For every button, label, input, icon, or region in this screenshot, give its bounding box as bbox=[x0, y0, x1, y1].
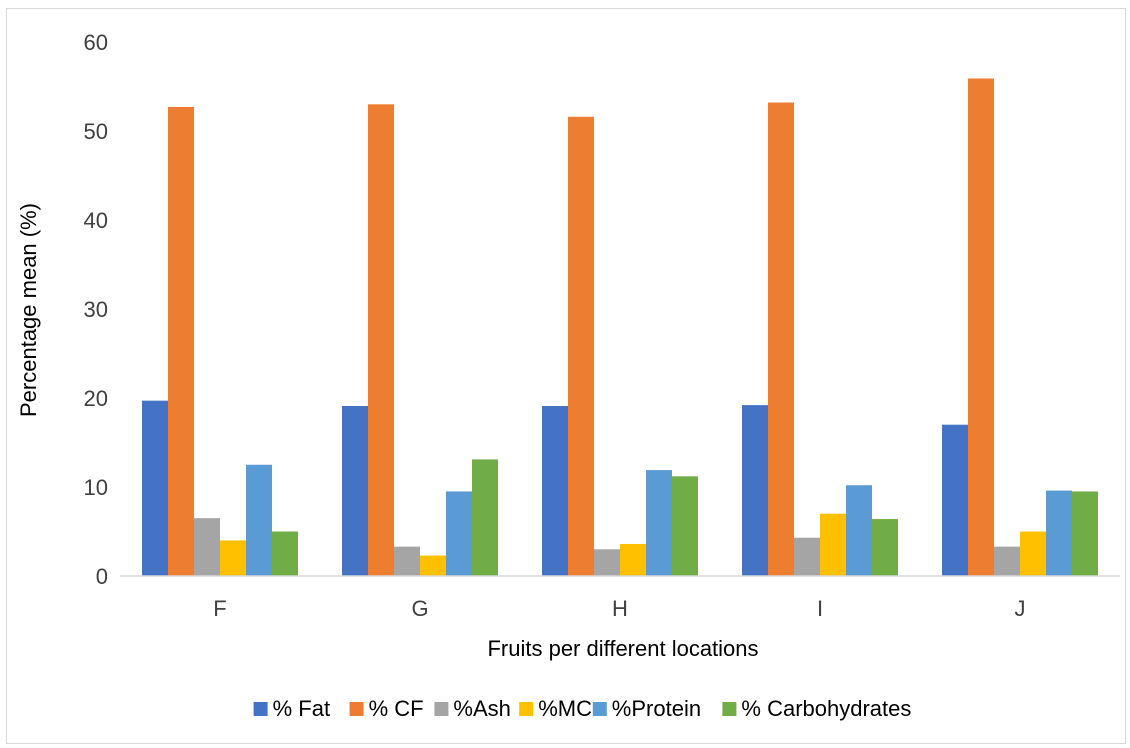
y-tick-label: 20 bbox=[84, 386, 108, 411]
y-axis-ticks: 0 10 20 30 40 50 60 bbox=[84, 30, 108, 589]
bar-G-4 bbox=[420, 555, 446, 576]
bar-I-3 bbox=[794, 537, 820, 576]
bar-I-2 bbox=[768, 102, 794, 577]
legend-swatch bbox=[592, 702, 607, 716]
bar-H-4 bbox=[620, 543, 646, 576]
bar-I-5 bbox=[846, 485, 872, 576]
bar-G-3 bbox=[394, 546, 420, 576]
bar-G-6 bbox=[472, 459, 498, 576]
bars bbox=[142, 78, 1098, 577]
bar-G-2 bbox=[368, 104, 394, 577]
bar-J-5 bbox=[1046, 490, 1072, 576]
x-tick-label: H bbox=[612, 596, 628, 621]
bar-F-1 bbox=[142, 400, 168, 576]
legend-label: %Ash bbox=[453, 696, 510, 721]
bar-J-3 bbox=[994, 546, 1020, 576]
y-tick-label: 60 bbox=[84, 30, 108, 55]
bar-H-1 bbox=[542, 406, 568, 576]
bar-I-6 bbox=[872, 519, 898, 576]
y-tick-label: 50 bbox=[84, 119, 108, 144]
bar-J-4 bbox=[1020, 531, 1046, 576]
y-tick-label: 30 bbox=[84, 297, 108, 322]
bar-J-6 bbox=[1072, 491, 1098, 576]
bar-H-6 bbox=[672, 476, 698, 576]
x-tick-label: F bbox=[213, 596, 226, 621]
bar-F-6 bbox=[272, 531, 298, 576]
bar-H-2 bbox=[568, 116, 594, 576]
bar-F-5 bbox=[246, 464, 272, 576]
legend-swatch bbox=[722, 702, 737, 716]
legend-swatch bbox=[253, 702, 268, 716]
x-tick-label: G bbox=[411, 596, 428, 621]
bar-F-2 bbox=[168, 106, 194, 576]
x-tick-label: J bbox=[1015, 596, 1026, 621]
y-tick-label: 40 bbox=[84, 208, 108, 233]
bar-H-5 bbox=[646, 470, 672, 576]
legend-label: % Carbohydrates bbox=[741, 696, 911, 721]
y-tick-label: 10 bbox=[84, 475, 108, 500]
bar-F-4 bbox=[220, 540, 246, 576]
legend-label: % Fat bbox=[273, 696, 330, 721]
bar-I-4 bbox=[820, 513, 846, 576]
bar-F-3 bbox=[194, 518, 220, 576]
y-tick-label: 0 bbox=[96, 564, 108, 589]
bar-J-2 bbox=[968, 78, 994, 577]
bar-H-3 bbox=[594, 549, 620, 576]
x-axis-title: Fruits per different locations bbox=[487, 636, 758, 661]
bar-G-5 bbox=[446, 491, 472, 576]
legend-swatch bbox=[349, 702, 364, 716]
legend-label: % CF bbox=[369, 696, 424, 721]
legend: % Fat % CF %Ash %MC %Protein % Carbohydrates bbox=[253, 696, 911, 721]
legend-swatch bbox=[519, 702, 534, 716]
bar-G-1 bbox=[342, 406, 368, 576]
legend-label: %MC bbox=[538, 696, 592, 721]
bar-I-1 bbox=[742, 405, 768, 576]
legend-label: %Protein bbox=[612, 696, 701, 721]
x-tick-label: I bbox=[817, 596, 823, 621]
legend-swatch bbox=[434, 702, 449, 716]
bar-J-1 bbox=[942, 424, 968, 576]
y-axis-title: Percentage mean (%) bbox=[16, 203, 41, 417]
x-axis-ticks: F G H I J bbox=[213, 596, 1025, 621]
